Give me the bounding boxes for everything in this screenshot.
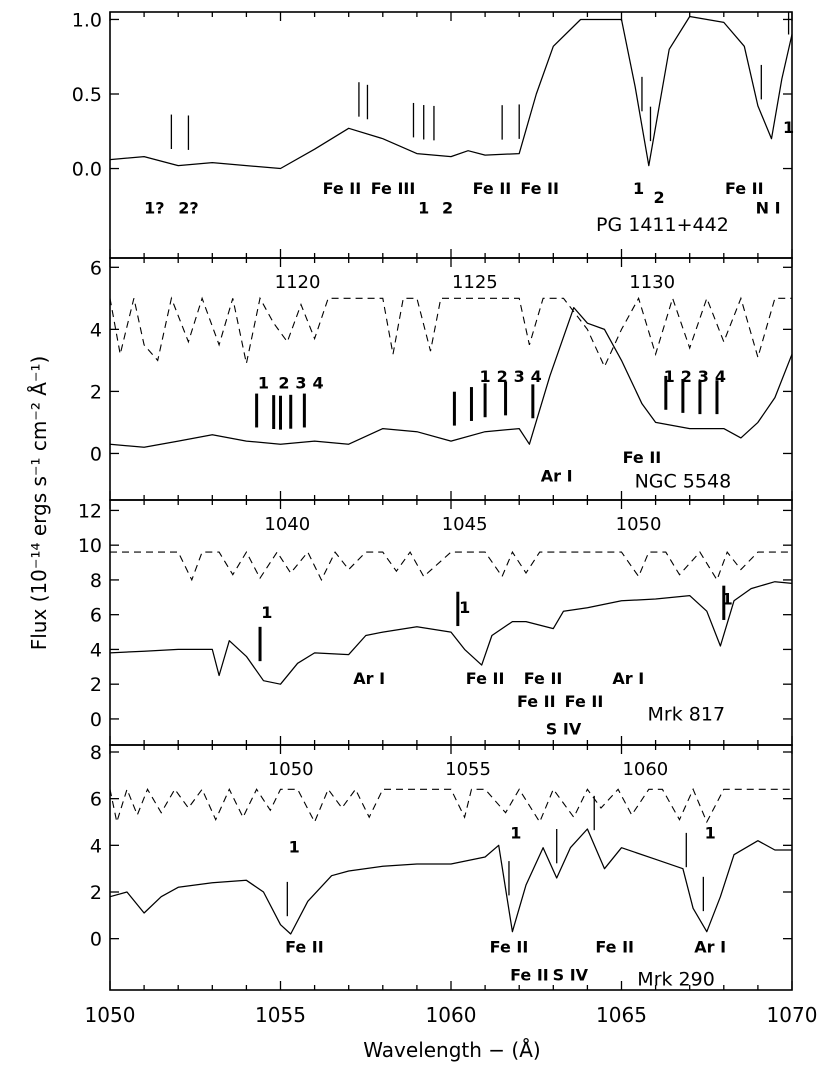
spectrum-series-line xyxy=(109,828,792,935)
x-tick-label: 1070 xyxy=(767,1003,818,1027)
line-id-label: Fe II xyxy=(285,938,324,957)
top-axis-label: 1130 xyxy=(629,272,675,293)
line-id-label: 1 xyxy=(459,598,470,617)
top-axis-label: 1050 xyxy=(268,759,314,780)
line-id-label: N I xyxy=(756,198,781,217)
y-tick-label: 6 xyxy=(90,257,102,279)
line-id-label: Ar I xyxy=(694,938,726,957)
line-id-label: Fe II xyxy=(595,938,634,957)
line-id-label: Fe II xyxy=(623,448,662,467)
line-id-label: Ar I xyxy=(612,669,644,688)
x-tick-label: 1060 xyxy=(426,1003,477,1027)
top-axis-label: 1040 xyxy=(264,514,310,535)
model-series-line xyxy=(109,296,792,368)
y-tick-label: 0 xyxy=(90,443,102,465)
line-id-label: Fe II xyxy=(510,966,549,985)
top-axis-label: 1045 xyxy=(442,514,488,535)
line-id-label: 4 xyxy=(531,367,542,386)
y-tick-label: 1.0 xyxy=(72,9,102,31)
y-tick-label: 4 xyxy=(90,639,102,661)
top-axis-label: 1050 xyxy=(616,514,662,535)
line-id-label: 1 xyxy=(633,179,644,198)
object-name-label: Mrk 817 xyxy=(648,704,726,726)
x-tick-label: 1065 xyxy=(596,1003,647,1027)
line-id-label: 3 xyxy=(514,367,525,386)
line-id-label: S IV xyxy=(553,966,589,985)
line-id-label: S IV xyxy=(546,720,582,739)
line-id-label: 3 xyxy=(295,373,306,392)
line-id-label: 1 xyxy=(664,367,675,386)
line-id-label: 1 xyxy=(783,118,794,137)
line-id-label: Fe II xyxy=(524,669,563,688)
top-axis-label: 1120 xyxy=(275,272,321,293)
line-id-label: Fe II xyxy=(323,179,362,198)
line-id-label: 4 xyxy=(312,373,323,392)
line-id-label: Ar I xyxy=(541,466,573,485)
y-tick-label: 4 xyxy=(90,319,102,341)
y-tick-label: 10 xyxy=(78,535,102,557)
top-axis-label: 1060 xyxy=(622,759,668,780)
line-id-label: Fe III xyxy=(371,179,416,198)
line-id-label: 1 xyxy=(510,823,521,842)
line-id-label: Fe II xyxy=(466,669,505,688)
top-axis-label: 1125 xyxy=(452,272,498,293)
line-id-label: 4 xyxy=(715,367,726,386)
spectrum-series-line xyxy=(109,581,793,685)
y-tick-label: 0.5 xyxy=(72,84,102,106)
y-tick-label: 8 xyxy=(90,742,102,764)
line-id-label: 2 xyxy=(442,198,453,217)
y-tick-label: 8 xyxy=(90,570,102,592)
line-id-label: 2 xyxy=(681,367,692,386)
y-tick-label: 6 xyxy=(90,789,102,811)
y-tick-label: 12 xyxy=(78,500,102,522)
line-id-label: 1 xyxy=(722,589,733,608)
line-id-label: 1 xyxy=(289,837,300,856)
top-axis-label: 1055 xyxy=(445,759,491,780)
line-id-label: 2 xyxy=(278,373,289,392)
spectrum-series-line xyxy=(109,306,793,448)
y-tick-label: 0.0 xyxy=(72,159,102,181)
panel-frame xyxy=(109,744,793,991)
line-id-label: 1 xyxy=(418,198,429,217)
line-id-label: Fe II xyxy=(565,692,604,711)
spectrum-series-line xyxy=(109,15,793,170)
y-tick-label: 4 xyxy=(90,835,102,857)
line-id-label: 3 xyxy=(698,367,709,386)
line-id-label: 1 xyxy=(480,367,491,386)
x-tick-label: 1055 xyxy=(255,1003,306,1027)
line-id-label: Ar I xyxy=(353,669,385,688)
x-axis-label: Wavelength − (Å) xyxy=(363,1038,540,1062)
model-series-line xyxy=(110,550,792,582)
object-name-label: Mrk 290 xyxy=(637,968,715,990)
line-id-label: Fe II xyxy=(517,692,556,711)
line-id-label: 2? xyxy=(178,198,198,217)
line-id-label: 2 xyxy=(497,367,508,386)
line-id-label: Fe II xyxy=(473,179,512,198)
line-id-label: Fe II xyxy=(520,179,559,198)
line-id-label: 1 xyxy=(705,823,716,842)
y-axis-label: Flux (10⁻¹⁴ ergs s⁻¹ cm⁻² Å⁻¹) xyxy=(27,356,51,651)
line-id-label: 1? xyxy=(144,198,164,217)
y-tick-label: 0 xyxy=(90,929,102,951)
line-id-label: 1 xyxy=(261,603,272,622)
line-id-label: 2 xyxy=(653,188,664,207)
line-id-label: Fe II xyxy=(725,179,764,198)
line-id-label: 1 xyxy=(258,373,269,392)
y-tick-label: 2 xyxy=(90,381,102,403)
y-tick-label: 2 xyxy=(90,882,102,904)
y-tick-label: 2 xyxy=(90,674,102,696)
x-tick-label: 1050 xyxy=(85,1003,136,1027)
line-id-label: Fe II xyxy=(490,938,529,957)
object-name-label: NGC 5548 xyxy=(635,471,732,493)
model-series-line xyxy=(109,787,792,825)
y-tick-label: 0 xyxy=(90,709,102,731)
y-tick-label: 6 xyxy=(90,605,102,627)
object-name-label: PG 1411+442 xyxy=(596,214,729,236)
